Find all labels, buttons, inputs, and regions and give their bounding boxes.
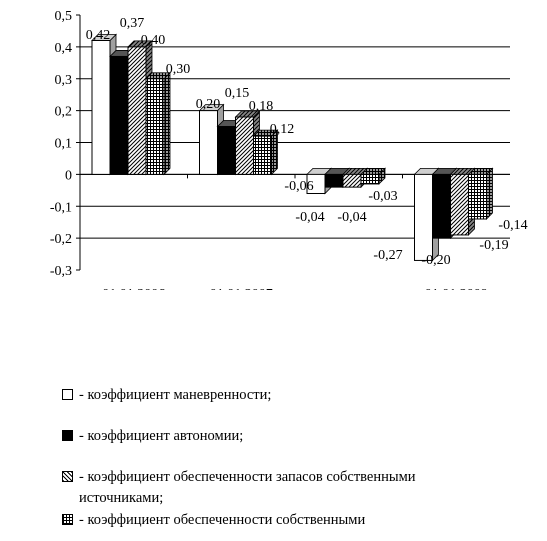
legend-item-maneuverability: - коэффициент маневренности; — [62, 387, 271, 404]
data-label: -0,06 — [284, 179, 313, 194]
legend-swatch-black — [62, 430, 73, 441]
bar — [217, 126, 236, 175]
y-tick-label: -0,2 — [50, 232, 72, 247]
legend-item-inventory-coverage: - коэффициент обеспеченности запасов соб… — [62, 469, 416, 486]
legend-label: - коэффициент обеспеченности запасов соб… — [79, 469, 416, 485]
y-tick-label: -0,3 — [50, 264, 72, 279]
data-label: -0,27 — [373, 248, 402, 263]
legend-label: - коэффициент маневренности; — [79, 387, 272, 403]
bar-chart-svg: 0,5 0,4 0,3 0,2 0,1 0 -0,1 -0,2 -0,3 01.01.2006 01… — [50, 9, 528, 290]
data-label: 0,12 — [270, 122, 295, 137]
y-tick-label: -0,1 — [50, 200, 72, 215]
data-labels: 0,42 0,37 0,400,30 0,20 0,150,18 0,12 -0,06 -0,… — [86, 16, 528, 268]
legend-swatch-white — [62, 389, 73, 400]
y-tick-label: 0,2 — [55, 105, 73, 120]
y-tick-label: 0,5 — [55, 9, 73, 24]
data-label: 0,18 — [249, 99, 274, 114]
data-label: -0,20 — [421, 253, 450, 268]
bars — [91, 33, 494, 262]
legend-item-autonomy: - коэффициент автономии; — [62, 428, 243, 445]
data-label: 0,42 — [86, 28, 111, 43]
legend-label: - коэффициент обеспеченности собственным… — [79, 512, 366, 528]
bar — [342, 173, 362, 188]
chart: 0,5 0,4 0,3 0,2 0,1 0 -0,1 -0,2 -0,3 01.01.2006 01… — [50, 9, 528, 290]
bar — [91, 40, 111, 175]
data-label: -0,14 — [498, 218, 527, 233]
legend-swatch-grid — [62, 514, 73, 525]
data-label: -0,03 — [368, 189, 397, 204]
legend-item-inventory-coverage-continuation: источниками; — [79, 490, 164, 506]
bar — [145, 78, 165, 175]
bar — [127, 46, 147, 175]
data-label: 0,30 — [166, 62, 191, 77]
bar — [360, 173, 380, 185]
data-label: 0,20 — [196, 97, 221, 112]
x-tick-label: 01.01.2007 — [210, 287, 273, 290]
data-label: 0,40 — [141, 33, 166, 48]
bar — [450, 173, 469, 236]
bar — [199, 110, 218, 175]
data-label: -0,19 — [479, 238, 508, 253]
data-label: 0,15 — [225, 86, 250, 101]
bar — [324, 173, 344, 188]
y-tick-label: 0,1 — [55, 137, 73, 152]
bar — [432, 173, 451, 239]
axes: 0,5 0,4 0,3 0,2 0,1 0 -0,1 -0,2 -0,3 01.01.2006 01… — [50, 9, 510, 290]
y-tick-label: 0 — [65, 168, 72, 183]
bar-side — [486, 167, 493, 220]
bar — [109, 55, 129, 175]
data-label: -0,04 — [337, 210, 366, 225]
x-tick-label: 01.01.2009 — [425, 287, 488, 290]
bar — [235, 116, 254, 175]
y-tick-label: 0,3 — [55, 73, 73, 88]
bar — [253, 135, 272, 175]
x-tick-label: дата — [336, 287, 362, 290]
bar-side — [163, 71, 171, 176]
data-label: 0,37 — [120, 16, 145, 31]
bar — [414, 173, 433, 261]
x-tick-label: 01.01.2006 — [102, 287, 165, 290]
legend-swatch-diagonal — [62, 471, 73, 482]
bar — [468, 173, 487, 220]
y-tick-label: 0,4 — [55, 41, 73, 56]
legend-label: - коэффициент автономии; — [79, 428, 244, 444]
data-label: -0,04 — [295, 210, 324, 225]
legend-item-own-coverage: - коэффициент обеспеченности собственным… — [62, 512, 365, 529]
